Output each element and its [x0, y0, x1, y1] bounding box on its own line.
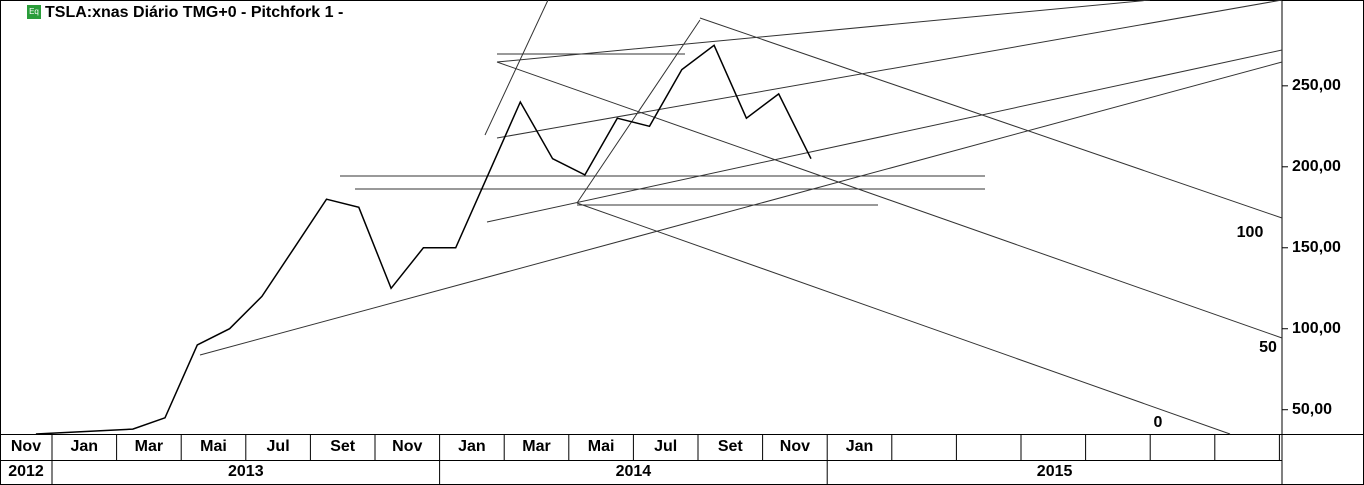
pitchfork-lines [199, 0, 1283, 435]
annotation: 50 [1259, 339, 1277, 356]
x-tick-label: Mai [588, 438, 615, 455]
year-label: 2013 [228, 463, 264, 480]
annotation: 0 [1154, 414, 1163, 431]
x-tick-label: Jan [458, 438, 486, 455]
x-tick-label: Jan [846, 438, 874, 455]
annotation: 100 [1237, 224, 1264, 241]
x-tick-label: Mar [522, 438, 550, 455]
x-tick-label: Mar [135, 438, 163, 455]
y-tick-label: 50,00 [1292, 401, 1332, 418]
badge: Eq [29, 7, 39, 16]
x-tick-label: Set [718, 438, 744, 455]
x-tick-label: Nov [392, 438, 422, 455]
badge-box [27, 5, 41, 19]
chart-title: TSLA:xnas Diário TMG+0 - Pitchfork 1 - [45, 4, 343, 21]
x-tick-label: Jan [71, 438, 99, 455]
x-tick-label: Nov [780, 438, 810, 455]
x-tick-label: Jul [267, 438, 290, 455]
y-tick-label: 200,00 [1292, 158, 1341, 175]
x-tick-label: Mai [200, 438, 227, 455]
year-label: 2014 [616, 463, 652, 480]
x-tick-label: Set [330, 438, 356, 455]
x-tick-label: Nov [11, 438, 41, 455]
pitchfork [199, 0, 1283, 435]
y-tick-label: 250,00 [1292, 77, 1341, 94]
year-label: 2012 [8, 463, 44, 480]
x-tick-label: Jul [654, 438, 677, 455]
y-tick-label: 150,00 [1292, 239, 1341, 256]
price-line [35, 44, 812, 435]
year-label: 2015 [1037, 463, 1073, 480]
y-tick-label: 100,00 [1292, 320, 1341, 337]
